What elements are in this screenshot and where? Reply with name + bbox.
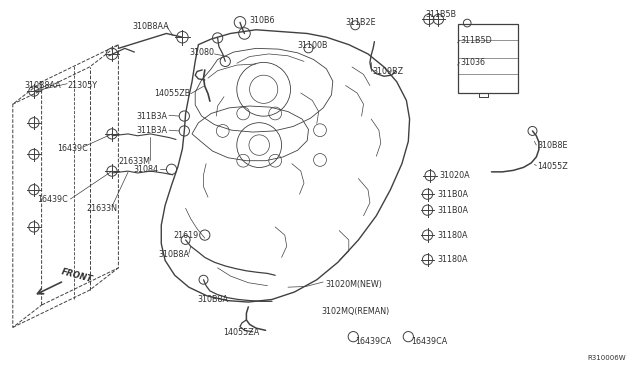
Text: 21619: 21619: [173, 231, 198, 240]
Text: 311B3A: 311B3A: [137, 112, 168, 121]
Text: 21305Y: 21305Y: [67, 81, 97, 90]
Text: 3109BZ: 3109BZ: [372, 67, 404, 76]
Text: 31020A: 31020A: [440, 171, 470, 180]
Text: 31080: 31080: [189, 48, 214, 57]
Text: 311B0A: 311B0A: [437, 190, 468, 199]
Text: 311B3A: 311B3A: [137, 126, 168, 135]
Text: 310B8E: 310B8E: [538, 141, 568, 150]
Text: 14055ZA: 14055ZA: [223, 328, 259, 337]
Text: 21633M: 21633M: [118, 157, 150, 166]
Text: 31036: 31036: [461, 58, 486, 67]
Text: 31180A: 31180A: [437, 255, 468, 264]
Text: 311B5D: 311B5D: [461, 36, 493, 45]
Text: 31020M(NEW): 31020M(NEW): [325, 280, 382, 289]
Text: 310B8A: 310B8A: [159, 250, 189, 259]
Text: 16439C: 16439C: [58, 144, 88, 153]
Text: 311B0A: 311B0A: [437, 206, 468, 215]
Text: 16439CA: 16439CA: [411, 337, 447, 346]
Text: 14055ZB: 14055ZB: [154, 89, 191, 98]
Text: 31084: 31084: [134, 165, 159, 174]
Text: FRONT: FRONT: [61, 267, 94, 285]
Text: 310B6: 310B6: [250, 16, 275, 25]
Text: 16439CA: 16439CA: [355, 337, 392, 346]
Text: 310B8AA: 310B8AA: [24, 81, 61, 90]
Text: 14055Z: 14055Z: [538, 162, 568, 171]
Text: 310B8A: 310B8A: [197, 295, 228, 304]
Text: 31100B: 31100B: [298, 41, 328, 50]
Text: 16439C: 16439C: [37, 195, 68, 203]
Text: 310B8AA: 310B8AA: [132, 22, 169, 31]
Text: 311B2E: 311B2E: [346, 18, 376, 27]
Text: 3102MQ(REMAN): 3102MQ(REMAN): [321, 307, 390, 316]
Text: R310006W: R310006W: [588, 355, 626, 361]
Text: 21633N: 21633N: [86, 204, 117, 213]
Bar: [458, 24, 518, 93]
Text: 31180A: 31180A: [437, 231, 468, 240]
Text: 311B5B: 311B5B: [426, 10, 457, 19]
